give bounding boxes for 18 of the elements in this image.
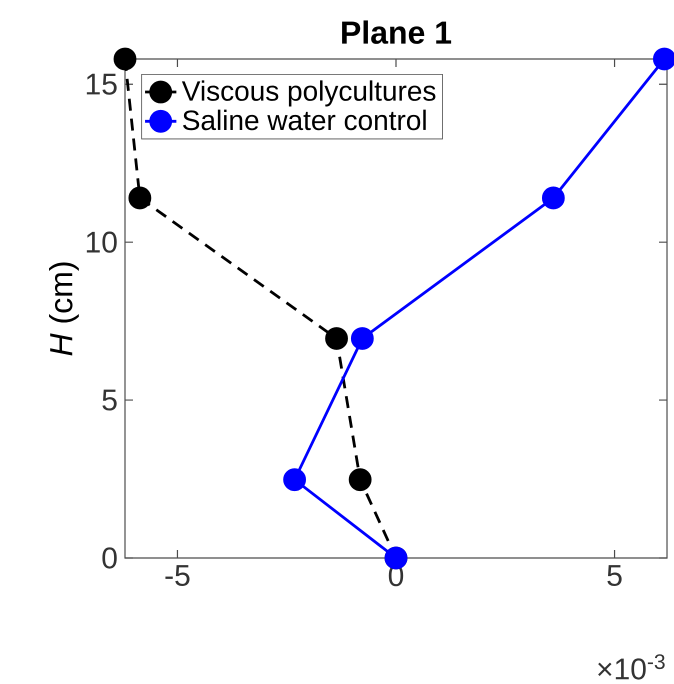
- x-tick-label: -5: [165, 565, 190, 586]
- y-tick-label: 15: [86, 74, 116, 95]
- y-tick-label: 10: [86, 232, 117, 253]
- point: [113, 48, 136, 70]
- legend-label: Viscous polycultures: [182, 80, 436, 106]
- x-tick-label: 5: [607, 565, 622, 586]
- point: [283, 468, 306, 492]
- point: [350, 327, 374, 350]
- point: [348, 468, 372, 492]
- text: ×10$^{-3}$: [598, 654, 664, 680]
- y-axis-title: H (cm): [48, 262, 79, 356]
- point: [542, 186, 565, 210]
- legend-label: Saline water control: [182, 110, 426, 130]
- point: [324, 327, 348, 350]
- chart-title: Plane 1: [342, 20, 451, 44]
- point: [128, 186, 152, 210]
- y-tick-label: 5: [102, 390, 116, 411]
- y-tick-label: 0: [102, 547, 117, 569]
